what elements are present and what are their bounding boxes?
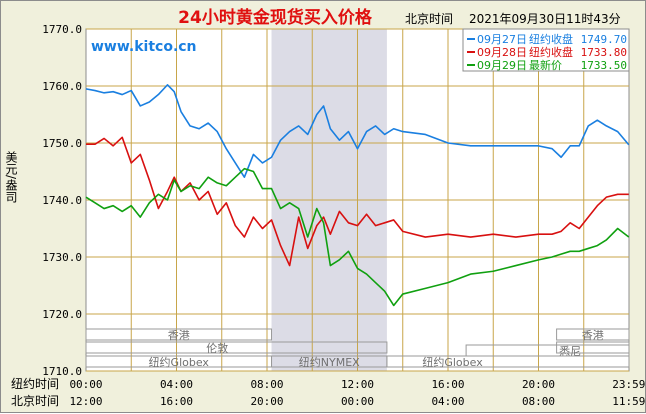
- market-session-bar: [556, 328, 630, 341]
- x-tick-label-bj: 04:00: [431, 395, 464, 408]
- market-session-label: 伦敦: [206, 341, 228, 355]
- brand-url[interactable]: www.kitco.cn: [91, 39, 197, 55]
- y-tick-label: 1750.0: [42, 137, 82, 150]
- x-tick-label-bj: 20:00: [250, 395, 283, 408]
- x-tick-label-ny: 04:00: [160, 378, 193, 391]
- x-tick-label-bj: 12:00: [69, 395, 102, 408]
- x-tick-label-bj: 16:00: [160, 395, 193, 408]
- y-tick-label: 1770.0: [42, 23, 82, 36]
- series-line: [85, 167, 630, 307]
- x-tick-label-bj: 11:59: [612, 395, 645, 408]
- legend-value: 1733.80: [581, 46, 627, 59]
- legend-box: [462, 28, 630, 72]
- time-zone-label: 北京时间: [405, 12, 453, 26]
- legend-label: 纽约收盘: [529, 45, 573, 59]
- timestamp: 2021年09月30日11时43分: [469, 12, 621, 26]
- x-tick-label-bj: 00:00: [341, 395, 374, 408]
- legend-value: 1733.50: [581, 59, 627, 72]
- y-tick-label: 1740.0: [42, 194, 82, 207]
- y-axis-label: 美元/盎司: [4, 151, 18, 203]
- market-session-label: 香港: [168, 329, 190, 342]
- y-tick-label: 1720.0: [42, 308, 82, 321]
- series-line: [85, 84, 630, 178]
- series-line: [86, 136, 629, 267]
- y-tick-label: 1760.0: [42, 80, 82, 93]
- chart-title: 24小时黄金现货买入价格: [178, 7, 373, 28]
- market-session-label: 纽约Globex: [149, 355, 210, 369]
- ny-time-row-label: 纽约时间: [11, 376, 59, 391]
- legend-date: 09月27日: [477, 33, 527, 46]
- market-session-bar: [386, 355, 630, 368]
- legend-date: 09月29日: [477, 59, 527, 72]
- x-tick-label-ny: 16:00: [431, 378, 464, 391]
- market-session-label: 悉尼: [559, 345, 581, 358]
- market-session-bar: [85, 328, 273, 341]
- y-tick-label: 1710.0: [42, 365, 82, 378]
- market-session-label: 香港: [582, 329, 604, 342]
- market-session-bar: [85, 341, 388, 354]
- x-tick-label-bj: 08:00: [522, 395, 555, 408]
- legend-value: 1749.70: [581, 33, 627, 46]
- y-tick-label: 1730.0: [42, 251, 82, 264]
- legend-date: 09月28日: [477, 46, 527, 59]
- x-tick-label-ny: 00:00: [69, 378, 102, 391]
- x-tick-label-ny: 12:00: [341, 378, 374, 391]
- x-tick-label-ny: 08:00: [250, 378, 283, 391]
- legend-label: 最新价: [529, 58, 562, 72]
- x-tick-label-ny: 20:00: [522, 378, 555, 391]
- market-session-label: 纽约NYMEX: [299, 355, 360, 369]
- bj-time-row-label: 北京时间: [11, 394, 59, 408]
- x-tick-label-ny: 23:59: [612, 378, 645, 391]
- market-session-label: 纽约Globex: [422, 355, 483, 369]
- legend-label: 纽约收盘: [529, 32, 573, 46]
